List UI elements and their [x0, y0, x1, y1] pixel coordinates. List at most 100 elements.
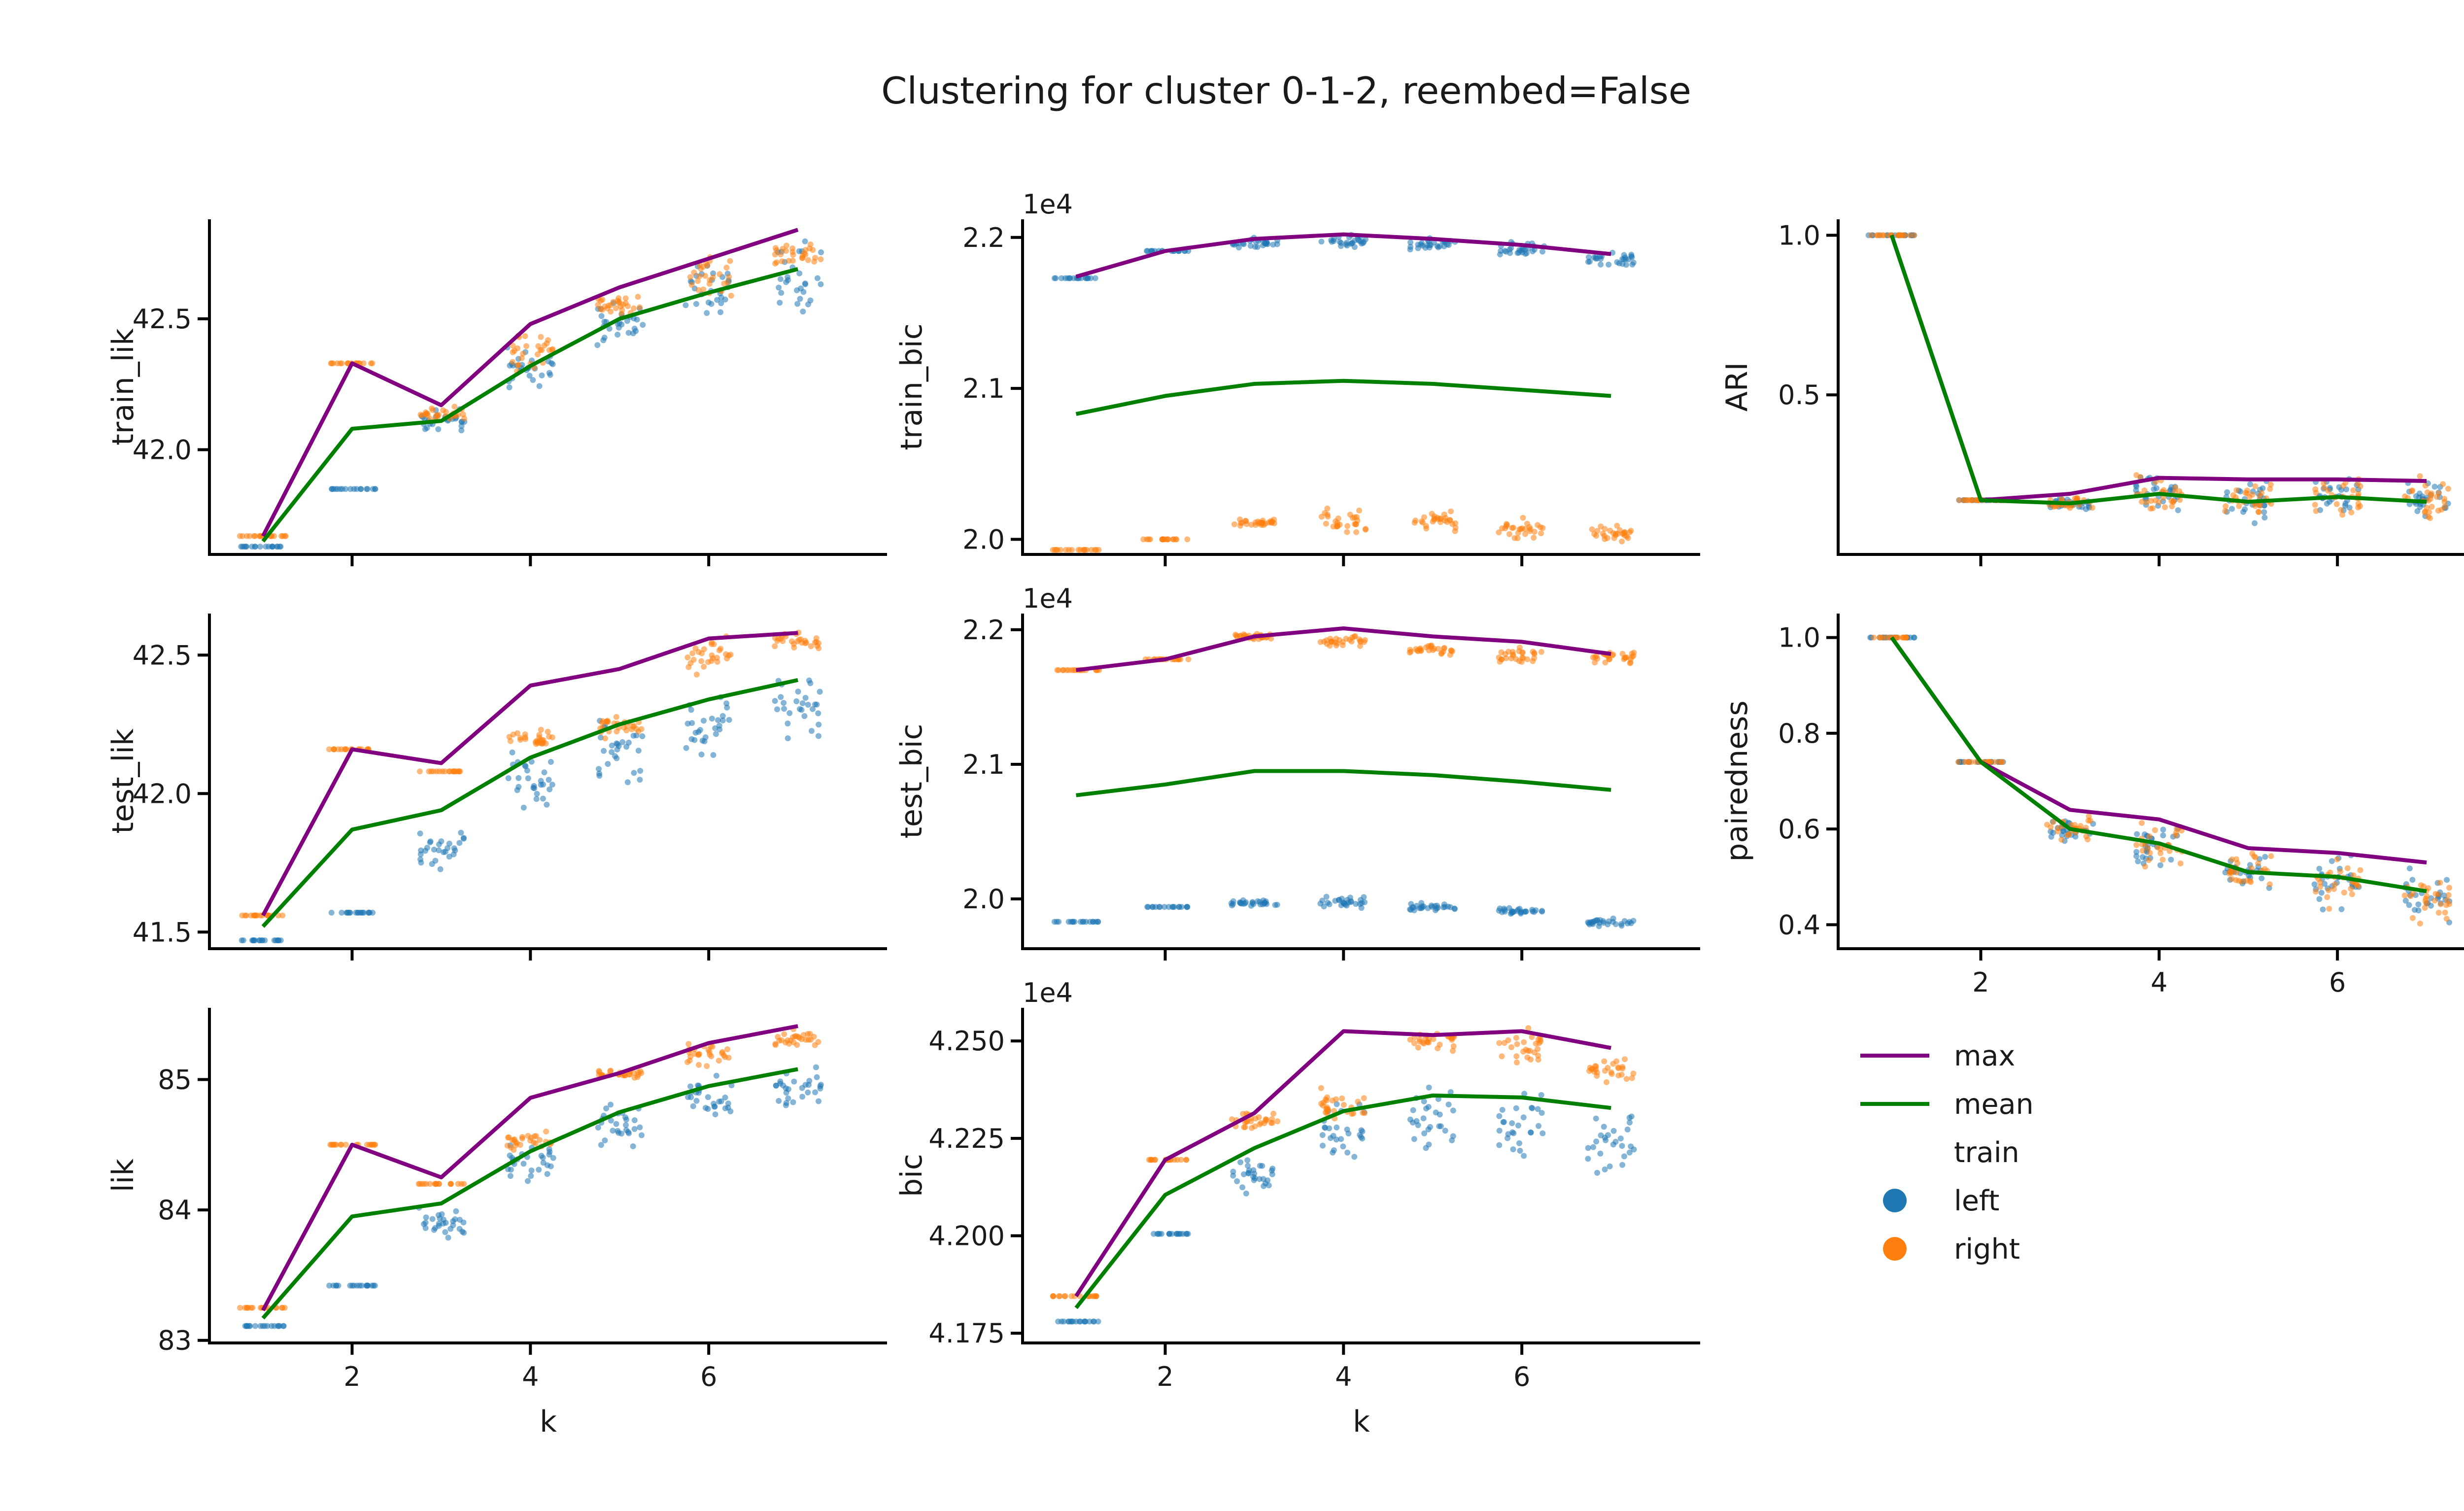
point-left: [536, 1167, 542, 1173]
point-right: [533, 741, 539, 747]
point-left: [787, 710, 793, 716]
x-axis-label: k: [1353, 1405, 1370, 1439]
point-right: [709, 1043, 716, 1050]
point-right: [433, 412, 440, 419]
point-right: [1435, 516, 1441, 522]
point-right: [1452, 520, 1459, 526]
point-right: [2233, 877, 2239, 883]
point-left: [1445, 903, 1451, 910]
point-right: [799, 253, 806, 259]
point-right: [1407, 1036, 1413, 1043]
point-left: [605, 761, 611, 767]
point-right: [1444, 519, 1450, 525]
point-right: [726, 274, 732, 280]
point-right: [1438, 651, 1444, 657]
point-right: [537, 347, 544, 353]
point-left: [791, 1078, 797, 1085]
point-left: [722, 296, 728, 303]
point-right: [638, 1070, 645, 1076]
point-left: [1082, 1318, 1089, 1325]
point-left: [1631, 1146, 1637, 1153]
legend-mean-label: mean: [1954, 1088, 2034, 1121]
point-left: [1410, 1107, 1416, 1113]
point-right: [2152, 497, 2158, 504]
point-left: [357, 909, 364, 916]
point-right: [604, 718, 611, 724]
strip-left: [242, 1064, 824, 1329]
point-left: [1344, 1126, 1350, 1133]
point-right: [1056, 667, 1062, 673]
point-right: [1619, 531, 1626, 537]
point-left: [1614, 259, 1620, 265]
point-left: [2409, 877, 2416, 883]
y-tick-label: 2.1: [962, 749, 1005, 780]
point-left: [727, 1108, 734, 1115]
point-left: [800, 309, 806, 315]
point-right: [2441, 499, 2448, 505]
point-right: [622, 295, 629, 302]
point-left: [1539, 908, 1545, 915]
point-right: [1252, 519, 1259, 526]
point-right: [532, 1140, 539, 1147]
point-left: [598, 1142, 604, 1148]
point-right: [2162, 504, 2168, 511]
point-left: [623, 1122, 629, 1128]
point-left: [1589, 920, 1595, 927]
point-right: [2148, 498, 2154, 504]
point-left: [1325, 899, 1331, 906]
point-right: [621, 1072, 628, 1079]
point-left: [342, 486, 349, 492]
point-left: [453, 1208, 459, 1214]
point-left: [1230, 1168, 1236, 1175]
point-left: [1418, 905, 1424, 911]
point-left: [1428, 902, 1435, 909]
point-left: [777, 276, 784, 282]
point-left: [422, 848, 429, 854]
y-tick-label: 0.5: [1778, 379, 1820, 411]
point-left: [1228, 900, 1234, 906]
strip-left: [239, 677, 823, 944]
point-left: [687, 1083, 693, 1090]
point-right: [807, 1030, 813, 1037]
y-tick-label: 4.175: [928, 1318, 1005, 1349]
point-left: [705, 1106, 711, 1112]
point-left: [1609, 249, 1616, 256]
point-left: [725, 1100, 731, 1107]
point-left: [688, 1094, 694, 1100]
point-left: [1911, 634, 1917, 641]
point-left: [781, 706, 787, 712]
series-line-max: [1889, 235, 2427, 502]
point-right: [2238, 879, 2245, 885]
point-left: [546, 1146, 552, 1152]
point-right: [510, 359, 516, 365]
point-left: [598, 313, 605, 319]
point-left: [507, 1152, 513, 1159]
point-left: [1590, 1144, 1596, 1150]
point-right: [2326, 906, 2332, 912]
point-left: [639, 733, 646, 739]
point-left: [710, 752, 717, 758]
point-left: [252, 544, 258, 550]
point-left: [625, 330, 632, 336]
point-left: [1318, 239, 1325, 245]
point-right: [1965, 759, 1971, 765]
point-right: [2229, 856, 2235, 862]
y-tick-label: 42.0: [133, 435, 192, 466]
point-left: [1343, 241, 1349, 247]
point-right: [2344, 865, 2351, 871]
point-right: [2083, 824, 2089, 831]
point-left: [1499, 1107, 1506, 1113]
point-left: [805, 1089, 811, 1096]
point-right: [506, 1134, 512, 1140]
panel-lik: 83 84 85 2 4 6 lik k: [106, 1008, 887, 1439]
point-left: [774, 706, 780, 713]
point-right: [2326, 887, 2332, 893]
point-left: [1095, 919, 1101, 925]
point-right: [1343, 636, 1349, 642]
point-left: [688, 736, 695, 742]
point-left: [429, 1216, 436, 1222]
point-left: [1250, 1173, 1256, 1180]
y-axis-label: lik: [106, 1159, 140, 1192]
point-left: [808, 728, 815, 734]
point-right: [2157, 846, 2163, 852]
